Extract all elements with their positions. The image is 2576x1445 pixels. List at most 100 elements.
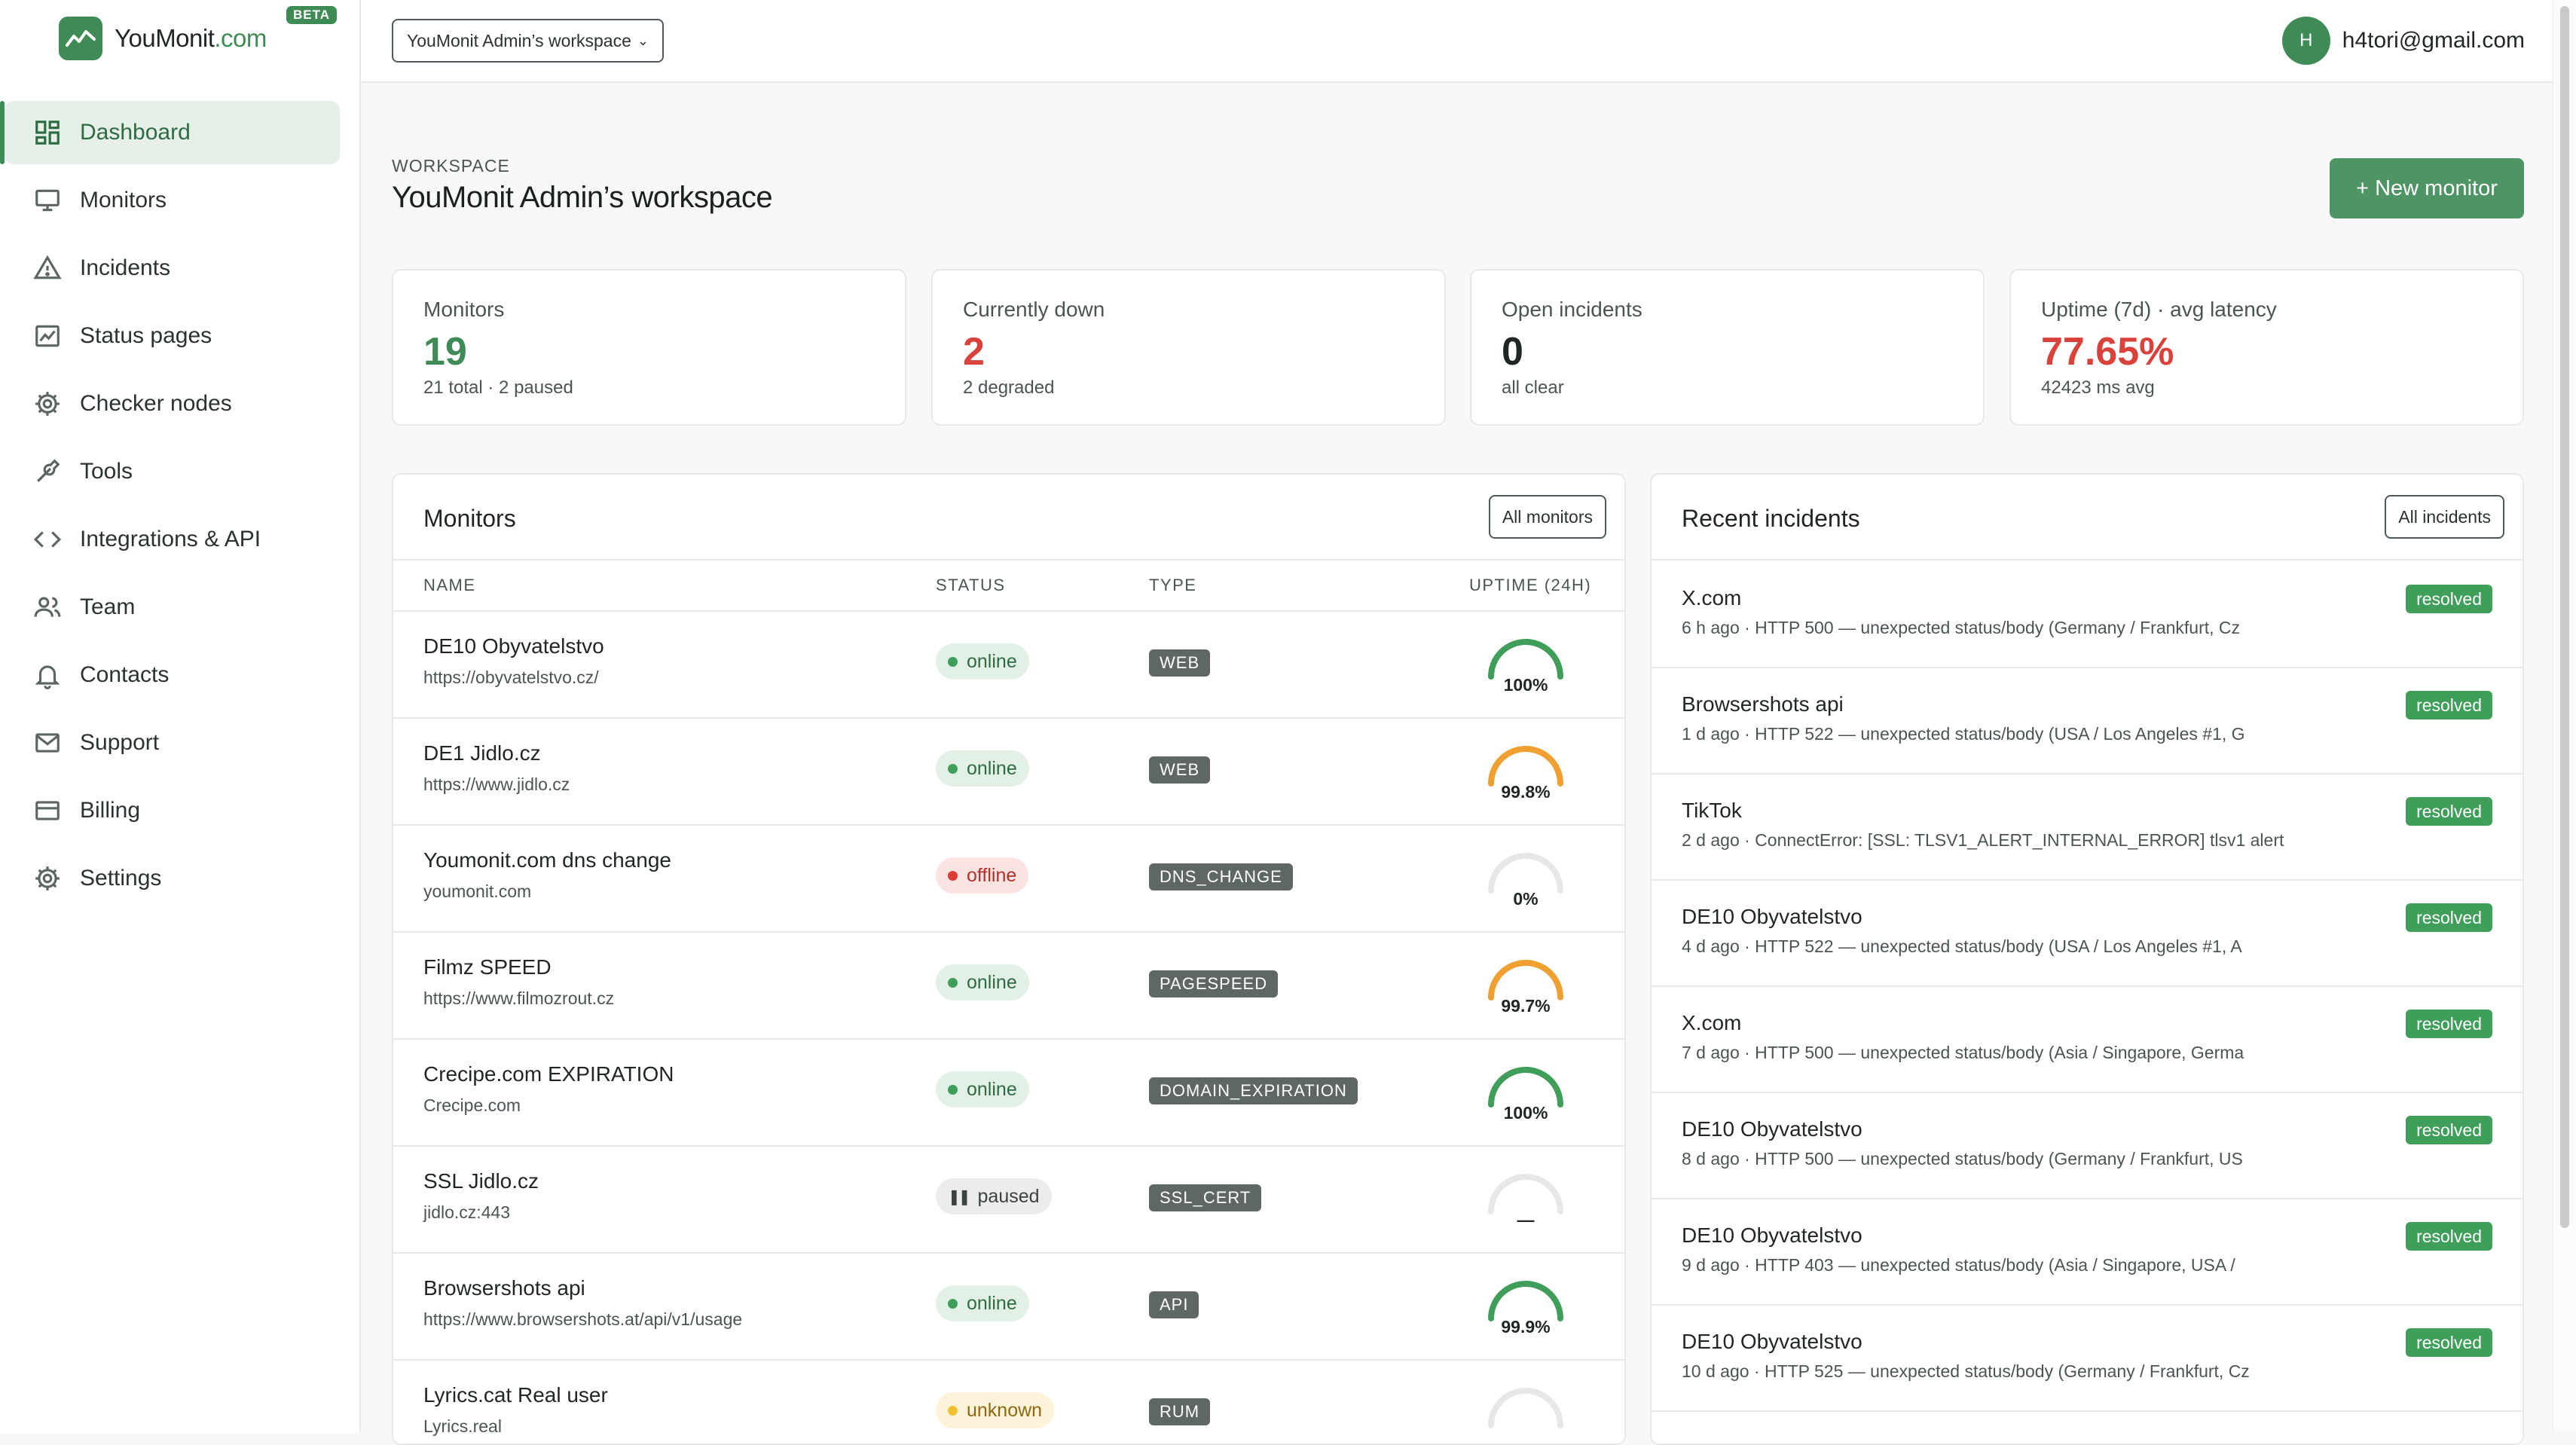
logo-text: YouMonit.com	[115, 24, 267, 52]
sidebar-item-dashboard[interactable]: Dashboard	[0, 101, 340, 164]
users-icon	[34, 597, 61, 617]
monitor-name[interactable]: DE10 Obyvatelstvo	[423, 634, 604, 658]
monitor-name[interactable]: Lyrics.cat Real user	[423, 1383, 608, 1407]
stat-label: Open incidents	[1502, 298, 1642, 321]
beta-badge: BETA	[286, 6, 338, 24]
card-icon	[35, 801, 60, 820]
type-badge: PAGESPEED	[1149, 970, 1279, 997]
incident-title[interactable]: DE10 Obyvatelstvo	[1682, 1117, 1862, 1141]
sidebar-item-integrations[interactable]: Integrations & API	[5, 508, 340, 571]
scrollbar[interactable]	[2553, 0, 2576, 1433]
logo-pulse-icon	[59, 17, 102, 60]
incident-detail: 6 h ago · HTTP 500 — unexpected status/b…	[1682, 618, 2241, 637]
sidebar-item-status-pages[interactable]: Status pages	[5, 304, 340, 368]
incident-title[interactable]: DE10 Obyvatelstvo	[1682, 1224, 1862, 1247]
sidebar-item-monitors[interactable]: Monitors	[5, 169, 340, 232]
uptime-gauge	[1488, 1067, 1563, 1107]
status-text: online	[967, 1078, 1017, 1100]
monitor-name[interactable]: SSL Jidlo.cz	[423, 1169, 539, 1193]
incident-title[interactable]: TikTok	[1682, 799, 1742, 822]
sidebar-item-contacts[interactable]: Contacts	[5, 643, 340, 707]
sidebar-item-label: Incidents	[80, 255, 171, 280]
type-badge: RUM	[1149, 1398, 1211, 1425]
status-badge: online	[936, 1285, 1029, 1321]
sidebar-item-team[interactable]: Team	[5, 576, 340, 639]
column-header-name[interactable]: NAME	[423, 576, 476, 594]
panel-title: Recent incidents	[1682, 505, 1860, 532]
monitor-name[interactable]: Youmonit.com dns change	[423, 848, 671, 872]
workspace-select[interactable]: YouMonit Admin’s workspace ⌄	[392, 19, 664, 63]
list-item[interactable]: DE10 Obyvatelstvo 9 d ago · HTTP 403 — un…	[1652, 1198, 2523, 1306]
incident-detail: 4 d ago · HTTP 522 — unexpected status/b…	[1682, 936, 2242, 956]
status-badge: resolved	[2406, 1116, 2492, 1144]
logo[interactable]: YouMonit.com	[59, 17, 267, 60]
table-row[interactable]: DE1 Jidlo.cz https://www.jidlo.cz online WE…	[393, 717, 1624, 826]
column-header-status[interactable]: STATUS	[936, 576, 1006, 594]
monitor-name[interactable]: Browsershots api	[423, 1276, 585, 1300]
scrollbar-thumb[interactable]	[2560, 6, 2569, 1228]
uptime-value: —	[1517, 1210, 1535, 1230]
monitor-url: https://www.browsershots.at/api/v1/usage	[423, 1309, 743, 1329]
table-row[interactable]: Lyrics.cat Real user Lyrics.real unknown RU…	[393, 1359, 1624, 1443]
incident-detail: 9 d ago · HTTP 403 — unexpected status/b…	[1682, 1255, 2235, 1275]
stat-card-down: Currently down 2 2 degraded	[931, 269, 1446, 426]
new-monitor-button[interactable]: + New monitor	[2330, 158, 2524, 218]
list-item[interactable]: Browsershots api 1 d ago · HTTP 522 — une…	[1652, 667, 2523, 774]
sidebar-item-label: Billing	[80, 798, 141, 823]
sidebar-item-settings[interactable]: Settings	[5, 847, 340, 910]
table-row[interactable]: Browsershots api https://www.browsershots…	[393, 1252, 1624, 1361]
stat-sub: 21 total · 2 paused	[423, 377, 573, 398]
status-badge: resolved	[2406, 903, 2492, 932]
monitor-name[interactable]: Filmz SPEED	[423, 955, 552, 979]
monitor-name[interactable]: DE1 Jidlo.cz	[423, 741, 541, 765]
incident-title[interactable]: X.com	[1682, 1011, 1742, 1034]
monitor-url: Crecipe.com	[423, 1095, 521, 1115]
uptime-gauge	[1488, 960, 1563, 1001]
list-item[interactable]: TikTok 2 d ago · ConnectError: [SSL: TLSV…	[1652, 773, 2523, 881]
list-item[interactable]: X.com 7 d ago · HTTP 500 — unexpected sta…	[1652, 985, 2523, 1093]
column-header-uptime[interactable]: UPTIME (24H)	[1469, 576, 1592, 594]
sidebar-item-label: Dashboard	[80, 120, 191, 145]
uptime-value: 99.9%	[1501, 1317, 1551, 1337]
topbar: YouMonit Admin’s workspace ⌄ H h4tori@gm…	[361, 0, 2576, 83]
list-item[interactable]: DE10 Obyvatelstvo 4 d ago · HTTP 522 — un…	[1652, 879, 2523, 987]
all-monitors-button[interactable]: All monitors	[1488, 495, 1606, 539]
incident-title[interactable]: DE10 Obyvatelstvo	[1682, 905, 1862, 928]
sidebar-item-support[interactable]: Support	[5, 711, 340, 774]
sidebar-nav: Dashboard Monitors Incidents Status page…	[0, 101, 340, 915]
stat-label: Monitors	[423, 298, 505, 321]
sidebar-item-incidents[interactable]: Incidents	[5, 237, 340, 300]
stat-card-incidents: Open incidents 0 all clear	[1470, 269, 1985, 426]
table-row[interactable]: Youmonit.com dns change youmonit.com offli…	[393, 824, 1624, 933]
table-row[interactable]: DE10 Obyvatelstvo https://obyvatelstvo.cz…	[393, 610, 1624, 719]
sidebar-item-checker-nodes[interactable]: Checker nodes	[5, 372, 340, 435]
monitor-url: https://www.jidlo.cz	[423, 774, 570, 794]
table-row[interactable]: SSL Jidlo.cz jidlo.cz:443 ❚❚ paused SSL_CERT…	[393, 1145, 1624, 1254]
status-text: unknown	[967, 1399, 1043, 1421]
type-badge: WEB	[1149, 756, 1211, 784]
incident-title[interactable]: X.com	[1682, 586, 1742, 609]
incident-title[interactable]: Browsershots api	[1682, 692, 1844, 716]
list-item[interactable]: X.com 6 h ago · HTTP 500 — unexpected sta…	[1652, 561, 2523, 668]
status-dot-icon	[948, 1298, 958, 1309]
list-item[interactable]: DE10 Obyvatelstvo 8 d ago · HTTP 500 — un…	[1652, 1092, 2523, 1199]
table-row[interactable]: Crecipe.com EXPIRATION Crecipe.com online D…	[393, 1038, 1624, 1147]
table-header: NAME STATUS TYPE UPTIME (24H)	[393, 559, 1624, 612]
column-header-type[interactable]: TYPE	[1149, 576, 1197, 594]
all-incidents-button[interactable]: All incidents	[2385, 495, 2504, 539]
list-item[interactable]: DE10 Obyvatelstvo 10 d ago · HTTP 525 — u…	[1652, 1304, 2523, 1412]
user-menu[interactable]: H h4tori@gmail.com	[2281, 17, 2525, 65]
table-row[interactable]: Filmz SPEED https://www.filmozrout.cz onli…	[393, 931, 1624, 1040]
status-badge: resolved	[2406, 585, 2492, 613]
monitors-panel: Monitors All monitors NAME STATUS TYPE U…	[392, 473, 1626, 1445]
stat-value: 0	[1502, 330, 1523, 374]
stat-sub: 42423 ms avg	[2041, 377, 2155, 398]
status-badge: online	[936, 964, 1029, 1001]
sidebar-item-tools[interactable]: Tools	[5, 440, 340, 503]
monitor-name[interactable]: Crecipe.com EXPIRATION	[423, 1062, 674, 1086]
monitor-url: https://www.filmozrout.cz	[423, 988, 615, 1008]
sidebar-item-billing[interactable]: Billing	[5, 779, 340, 842]
status-badge: unknown	[936, 1392, 1055, 1428]
monitor-url: youmonit.com	[423, 881, 532, 901]
incident-title[interactable]: DE10 Obyvatelstvo	[1682, 1330, 1862, 1353]
